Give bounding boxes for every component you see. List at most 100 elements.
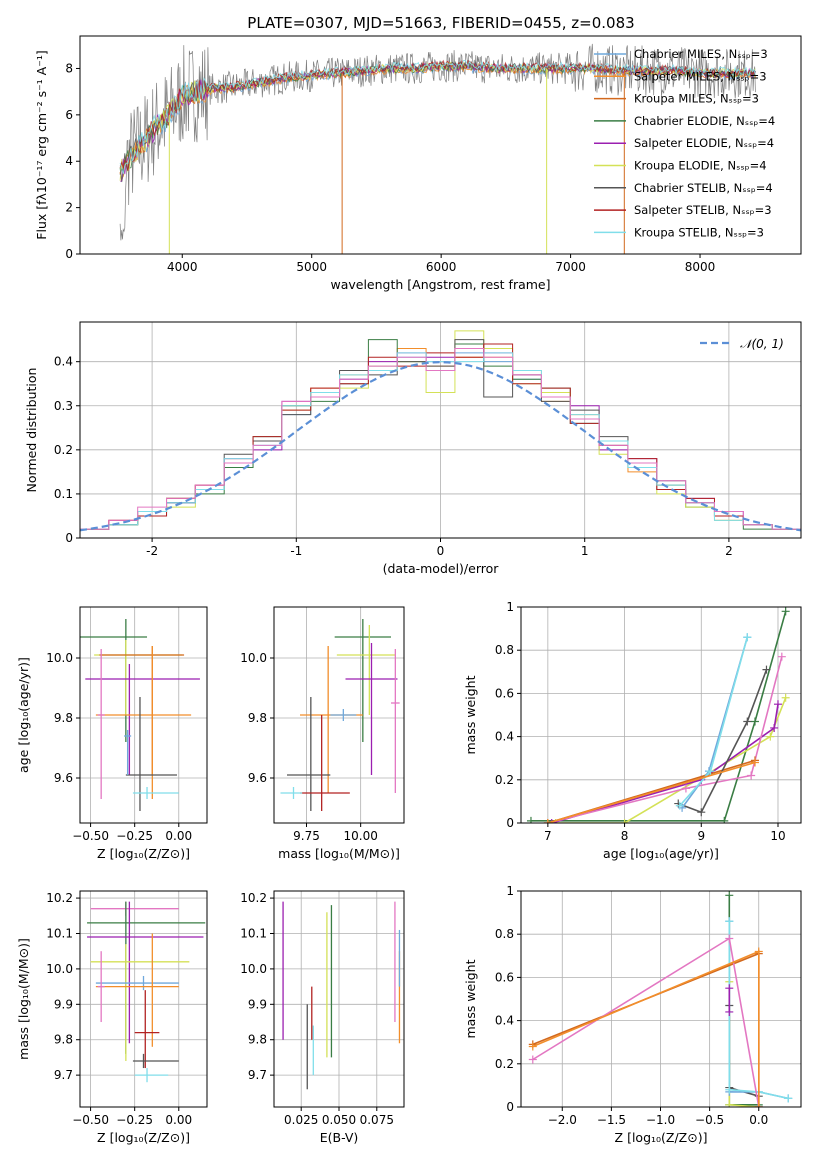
y-axis-label: mass weight xyxy=(463,675,478,754)
x-tick-label: 9 xyxy=(697,829,705,843)
axes-frame xyxy=(79,35,802,255)
x-tick-label: 8000 xyxy=(685,260,716,274)
weight-marker xyxy=(750,717,759,726)
weight-marker xyxy=(762,665,771,674)
y-tick-label: 10.0 xyxy=(240,962,267,976)
legend-label: Chabrier STELIB, Nₛₛₚ=4 xyxy=(634,181,773,195)
x-tick-label: 0.075 xyxy=(360,1113,394,1127)
x-tick-label: 0.00 xyxy=(165,829,192,843)
y-tick-label: 10.0 xyxy=(240,651,267,665)
y-tick-label: 0.4 xyxy=(54,355,73,369)
x-tick-label: 7000 xyxy=(555,260,586,274)
axes-frame xyxy=(273,606,405,824)
y-tick-label: 0 xyxy=(65,531,73,545)
y-tick-label: 0 xyxy=(506,1100,514,1114)
x-tick-label: −0.25 xyxy=(116,1113,153,1127)
x-tick-label: 4000 xyxy=(167,260,198,274)
weight-line xyxy=(678,669,768,814)
weight-marker xyxy=(784,1094,793,1103)
residuals-legend: 𝒩(0, 1) xyxy=(700,337,784,351)
x-tick-label: -1 xyxy=(290,544,302,558)
legend-label: Salpeter STELIB, Nₛₛₚ=3 xyxy=(634,203,772,217)
panel-residuals: -2 -1 0 1 2 0 0.1 0.2 0.3 0.4 (data-model)/error No… xyxy=(24,321,802,576)
y-axis-label: mass weight xyxy=(463,959,478,1038)
plot-area-residuals xyxy=(80,322,801,538)
y-tick-label: 6 xyxy=(65,108,73,122)
y-tick-label: 10.2 xyxy=(46,891,73,905)
weight-marker xyxy=(620,819,629,823)
figure-title: PLATE=0307, MJD=51663, FIBERID=0455, z=0… xyxy=(247,14,634,32)
y-tick-label: 0.2 xyxy=(54,443,73,457)
weight-marker xyxy=(528,1055,537,1064)
weight-marker xyxy=(675,801,684,810)
y-axis-label: mass [log₁₀(M/M⊙)] xyxy=(16,938,31,1060)
x-tick-label: −1.0 xyxy=(646,1113,675,1127)
weight-line xyxy=(547,761,756,823)
y-tick-label: 0.3 xyxy=(54,399,73,413)
x-tick-label: −0.5 xyxy=(695,1113,724,1127)
x-tick-label: 10 xyxy=(770,829,785,843)
model-spectrum-line xyxy=(119,59,756,175)
axes-frame xyxy=(79,890,208,1108)
weight-marker xyxy=(681,784,690,793)
y-tick-label: 9.6 xyxy=(248,771,267,785)
weight-marker xyxy=(770,723,779,732)
x-tick-label: 8 xyxy=(621,829,629,843)
y-tick-label: 0.6 xyxy=(495,970,514,984)
y-tick-label: 0.8 xyxy=(495,643,514,657)
plot-area-weight_vs_z xyxy=(521,891,801,1107)
y-tick-label: 1 xyxy=(506,600,514,614)
weight-marker xyxy=(754,947,763,956)
x-axis-label: Z [log₁₀(Z/Z⊙)] xyxy=(97,1130,190,1145)
plot-area-spectrum xyxy=(119,43,756,254)
plot-area-mass_vs_z xyxy=(80,891,207,1107)
y-tick-label: 4 xyxy=(65,154,73,168)
normal-curve xyxy=(80,360,801,532)
x-tick-label: -2 xyxy=(146,544,158,558)
weight-line xyxy=(532,950,760,1107)
y-tick-label: 9.6 xyxy=(54,771,73,785)
panel-mass_vs_ebv: 0.025 0.050 0.075 9.7 9.8 9.9 10.0 10.1 10.2 E(B-… xyxy=(240,890,405,1145)
x-tick-label: 1 xyxy=(581,544,589,558)
y-tick-label: 0.4 xyxy=(495,730,514,744)
weight-marker xyxy=(725,917,734,926)
y-tick-label: 10.1 xyxy=(240,926,267,940)
legend-label: Kroupa ELODIE, Nₛₛₚ=4 xyxy=(634,159,767,173)
x-tick-label: 10.00 xyxy=(343,829,377,843)
x-tick-label: −2.0 xyxy=(548,1113,577,1127)
weight-marker xyxy=(725,1085,734,1094)
y-tick-label: 8 xyxy=(65,61,73,75)
y-tick-label: 9.7 xyxy=(54,1068,73,1082)
legend-label: Chabrier MILES, Nₛₛₚ=3 xyxy=(634,47,768,61)
weight-marker xyxy=(781,607,790,616)
weight-marker xyxy=(725,984,734,993)
panel-age_vs_z: −0.50 −0.25 0.00 9.6 9.8 10.0 Z [log₁₀(Z/Z⊙)] a… xyxy=(16,606,208,861)
y-tick-label: 9.9 xyxy=(54,997,73,1011)
y-tick-label: 9.8 xyxy=(54,711,73,725)
weight-line xyxy=(547,656,783,823)
x-axis-label: wavelength [Angstrom, rest frame] xyxy=(330,277,550,292)
x-axis-label: E(B-V) xyxy=(320,1130,359,1145)
y-tick-label: 9.8 xyxy=(248,711,267,725)
panel-age_vs_mass: 9.75 10.00 9.6 9.8 10.0 mass [log₁₀(M/M⊙)] xyxy=(240,606,405,861)
histogram-step xyxy=(80,347,801,538)
panel-mass_vs_z: −0.50 −0.25 0.00 9.7 9.8 9.9 10.0 10.1 10.2 Z [lo… xyxy=(16,890,208,1145)
weight-marker xyxy=(773,700,782,709)
x-tick-label: −0.50 xyxy=(72,1113,109,1127)
y-tick-label: 10.0 xyxy=(46,962,73,976)
y-tick-label: 0.6 xyxy=(495,686,514,700)
y-axis-label: age [log₁₀(age/yr)] xyxy=(16,657,31,773)
x-axis-label: Z [log₁₀(Z/Z⊙)] xyxy=(97,846,190,861)
x-tick-label: −0.50 xyxy=(72,829,109,843)
legend-label: Kroupa MILES, Nₛₛₚ=3 xyxy=(634,92,759,106)
y-tick-label: 10.2 xyxy=(240,891,267,905)
weight-marker xyxy=(725,934,734,943)
y-tick-label: 0.2 xyxy=(495,773,514,787)
y-tick-label: 9.7 xyxy=(248,1068,267,1082)
weight-marker xyxy=(750,758,759,767)
y-tick-label: 0.8 xyxy=(495,927,514,941)
x-axis-label: age [log₁₀(age/yr)] xyxy=(603,846,719,861)
weight-marker xyxy=(725,891,734,900)
y-tick-label: 10.0 xyxy=(46,651,73,665)
